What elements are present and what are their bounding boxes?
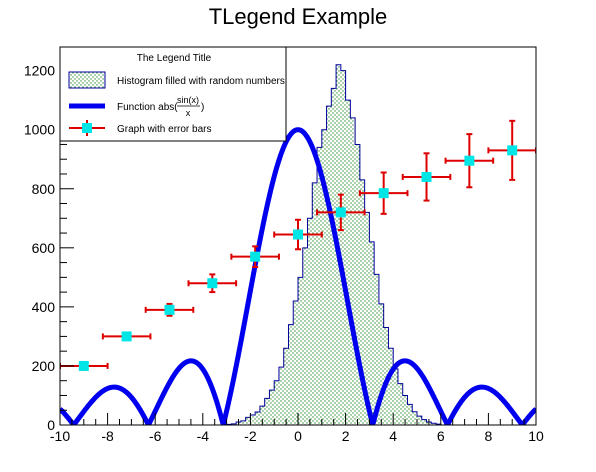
- graph-marker: [507, 145, 518, 156]
- graph-point-5: [273, 218, 323, 251]
- graph-point-7: [358, 171, 409, 215]
- x-tick-label: -4: [197, 428, 210, 444]
- x-tick-label: 0: [294, 428, 302, 444]
- x-tick-label: 10: [528, 428, 544, 444]
- graph-marker: [293, 229, 303, 240]
- graph-point-10: [487, 119, 536, 181]
- legend-label-function-den: x: [186, 108, 191, 118]
- graph-marker: [335, 207, 346, 218]
- legend-label-function-prefix: Function abs(: [117, 102, 178, 113]
- legend-label-histogram: Histogram filled with random numbers: [117, 76, 285, 87]
- y-tick-label: 0: [47, 417, 55, 433]
- y-tick-label: 1200: [24, 63, 55, 79]
- graph-point-8: [401, 152, 452, 202]
- graph-marker: [78, 360, 89, 371]
- legend-label-function-suffix: ): [201, 102, 204, 113]
- y-tick-label: 200: [32, 358, 56, 374]
- graph-marker: [207, 278, 218, 289]
- legend: The Legend Title Histogram filled with r…: [59, 46, 287, 142]
- x-tick-label: 2: [342, 428, 350, 444]
- legend-title: The Legend Title: [137, 53, 212, 64]
- y-tick-label: 800: [32, 181, 56, 197]
- legend-label-function: Function abs(: [117, 102, 178, 113]
- graph-point-6: [316, 193, 366, 232]
- graph-point-3: [187, 273, 238, 294]
- legend-swatch-histogram: [68, 71, 106, 89]
- x-tick-label: -10: [50, 428, 70, 444]
- graph-point-9: [444, 133, 495, 189]
- x-tick-label: -8: [101, 428, 114, 444]
- graph-marker: [421, 171, 432, 182]
- legend-label-graph: Graph with error bars: [117, 124, 211, 135]
- legend-label-function-num: sin(x): [177, 95, 199, 105]
- y-tick-label: 400: [32, 299, 56, 315]
- y-tick-label: 1000: [24, 122, 55, 138]
- x-tick-label: 4: [389, 428, 397, 444]
- graph-point-4: [230, 245, 280, 269]
- legend-swatch-graph-marker: [82, 123, 92, 133]
- x-tick-label: -2: [244, 428, 257, 444]
- graph-marker: [121, 331, 132, 342]
- graph-marker: [250, 251, 261, 262]
- y-tick-label: 600: [32, 240, 56, 256]
- graph-marker: [464, 155, 475, 166]
- graph-point-1: [101, 331, 152, 342]
- graph-marker: [164, 304, 175, 315]
- x-tick-label: 8: [485, 428, 493, 444]
- chart-title: TLegend Example: [209, 4, 388, 29]
- function-curve: [60, 127, 536, 425]
- graph-point-2: [144, 302, 195, 317]
- x-tick-label: 6: [437, 428, 445, 444]
- legend-box: [59, 46, 287, 142]
- x-tick-label: -6: [149, 428, 162, 444]
- graph-marker: [378, 188, 389, 199]
